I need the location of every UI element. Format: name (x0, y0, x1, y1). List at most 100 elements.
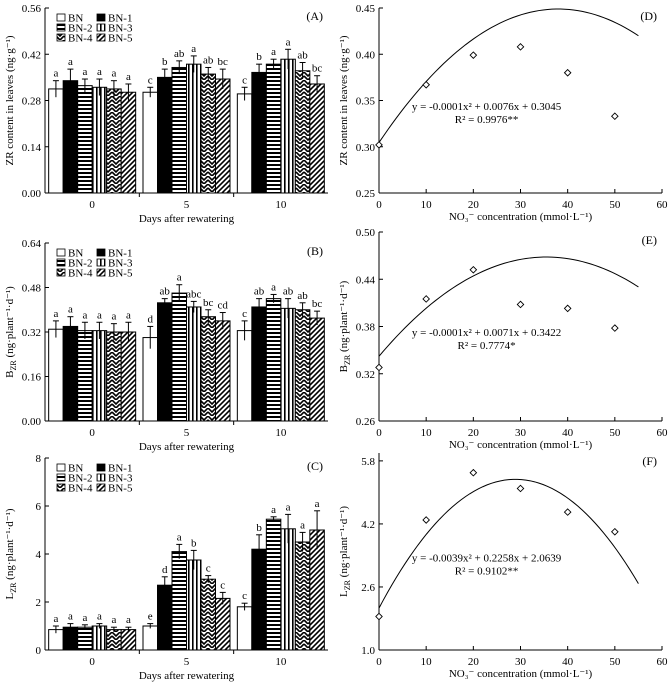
data-point (469, 51, 478, 60)
x-tick-label: 0 (89, 656, 95, 668)
data-point (563, 68, 572, 77)
y-tick-label: 4 (36, 549, 42, 561)
bar-BN-4-0 (106, 331, 122, 422)
x-tick-label: 50 (609, 199, 621, 211)
significance-label: a (68, 56, 73, 68)
y-tick-label: 0.35 (356, 96, 376, 108)
significance-label: a (126, 71, 131, 83)
x-tick-label: 0 (89, 427, 95, 439)
significance-label: cd (218, 300, 229, 312)
fit-equation: y = -0.0001x² + 0.0076x + 0.3045 (412, 101, 562, 113)
significance-label: bc (203, 297, 214, 309)
significance-label: d (162, 564, 168, 576)
panel-label: (C) (307, 459, 323, 473)
significance-label: a (82, 612, 87, 624)
significance-label: a (53, 68, 58, 80)
legend-swatch (56, 268, 66, 277)
y-tick-label: 8 (36, 453, 42, 465)
y-tick-label: 0.25 (356, 188, 376, 200)
bar-BN-5-0 (120, 629, 137, 651)
legend-swatch (96, 258, 106, 267)
significance-label: a (126, 309, 131, 321)
y-tick-label: 1.0 (361, 645, 375, 657)
bar-BN-2-0 (77, 85, 93, 194)
scatter-chart-5: 1.0 2.6 4.2 5.8 0 10 20 30 40 50 60 y = -0.0039x² +… (338, 453, 668, 680)
y-tick-label: 2 (36, 597, 42, 609)
x-tick-label: 10 (421, 427, 433, 439)
y-tick-label: 0.32 (22, 327, 41, 339)
legend-swatch (56, 23, 66, 32)
x-tick-label: 60 (657, 199, 669, 211)
bar-BN-5-5 (215, 78, 231, 194)
legend-label: BN-2 (68, 258, 92, 270)
significance-label: a (53, 613, 58, 625)
significance-label: c (206, 563, 211, 575)
y-tick-label: 2.6 (361, 582, 375, 594)
legend-label: BN (68, 463, 83, 475)
data-point (469, 265, 478, 274)
y-axis-label: BZR (ng·plant⁻¹·d⁻¹) (4, 286, 18, 378)
bar-BN-4-5 (200, 316, 216, 422)
data-point (563, 304, 572, 313)
significance-label: a (271, 281, 276, 293)
y-tick-label: 0.64 (22, 238, 42, 250)
x-tick-label: 40 (562, 427, 574, 439)
fit-equation: y = -0.0001x² + 0.0071x + 0.3422 (412, 327, 561, 339)
y-tick-label: 0.45 (356, 3, 376, 15)
bar-BN-1-10 (251, 71, 267, 194)
bar-BN-5-5 (215, 320, 231, 422)
legend-swatch (96, 23, 106, 32)
significance-label: ab (160, 286, 171, 298)
x-tick-label: 60 (657, 656, 669, 668)
bar-BN-5 (142, 91, 158, 194)
x-tick-label: 30 (515, 427, 527, 439)
x-axis-label: Days after rewatering (139, 670, 235, 682)
r-squared: R² = 0.7774* (457, 340, 515, 352)
x-tick-label: 10 (275, 427, 287, 439)
x-tick-label: 60 (657, 427, 669, 439)
y-tick-label: 0.50 (356, 227, 376, 239)
panel-label: (B) (307, 244, 323, 258)
bar-BN-5-10 (309, 83, 325, 194)
significance-label: a (286, 501, 291, 513)
bar-BN-2-10 (265, 518, 282, 651)
bar-BN-5 (142, 625, 158, 651)
x-tick-label: 20 (468, 656, 480, 668)
data-point (375, 141, 383, 149)
bar-BN-10 (236, 93, 253, 194)
bar-BN-2-0 (77, 330, 93, 422)
bar-BN-1-5 (157, 302, 173, 422)
bar-BN-3-10 (280, 58, 296, 194)
legend-swatch (96, 463, 106, 472)
data-point (516, 43, 525, 51)
x-tick-label: 20 (468, 427, 480, 439)
significance-label: b (256, 522, 262, 534)
bar-BN-2-0 (77, 626, 93, 651)
significance-label: c (242, 590, 247, 602)
x-tick-label: 0 (376, 656, 382, 668)
x-tick-label: 5 (184, 427, 190, 439)
significance-label: ab (297, 50, 308, 62)
x-tick-label: 0 (376, 427, 382, 439)
bar-BN-3-0 (91, 86, 108, 194)
bar-BN-2-5 (171, 551, 187, 651)
y-tick-label: 0.30 (356, 142, 376, 154)
bar-BN-1-0 (62, 325, 79, 422)
bar-BN-2-5 (171, 66, 187, 194)
legend-swatch (96, 473, 106, 482)
bar-BN-5 (142, 337, 158, 422)
bar-BN-2-5 (171, 292, 187, 422)
significance-label: c (242, 74, 247, 86)
legend-swatch (96, 248, 106, 257)
fit-curve (378, 8, 639, 143)
legend-label: BN-4 (68, 483, 93, 495)
significance-label: e (148, 611, 153, 623)
legend-label: BN-3 (108, 473, 133, 485)
y-tick-label: 0.00 (22, 416, 42, 428)
x-tick-label: 10 (421, 199, 433, 211)
significance-label: ab (203, 54, 214, 66)
data-point (610, 527, 619, 536)
bar-BN-3-5 (186, 306, 202, 422)
